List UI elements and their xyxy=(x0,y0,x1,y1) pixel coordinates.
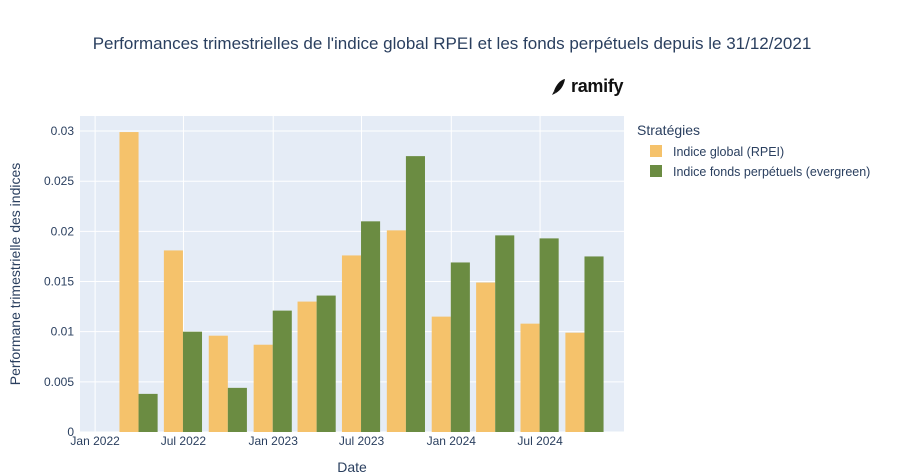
bars xyxy=(119,132,604,433)
bar-rpei xyxy=(520,323,540,432)
x-axis-title: Date xyxy=(337,459,367,475)
y-tick-label: 0.015 xyxy=(44,275,74,289)
bar-rpei xyxy=(341,255,362,432)
legend-label-rpei: Indice global (RPEI) xyxy=(673,145,784,159)
bar-evergreen xyxy=(227,387,247,432)
bar-evergreen xyxy=(450,262,470,432)
x-tick-label: Jul 2022 xyxy=(161,434,207,448)
bar-evergreen xyxy=(584,256,604,432)
y-axis-title: Performane trimestrielle des indices xyxy=(7,163,23,386)
bar-rpei xyxy=(253,344,273,432)
x-tick-labels: Jan 2022 Jul 2022 Jan 2023 Jul 2023 Jan 2024… xyxy=(70,434,563,448)
legend-label-evergreen: Indice fonds perpétuels (evergreen) xyxy=(673,165,870,179)
bar-rpei xyxy=(476,282,496,432)
bar-rpei xyxy=(163,250,183,432)
legend-swatch-rpei xyxy=(650,145,662,157)
bar-evergreen xyxy=(361,221,381,432)
bar-evergreen xyxy=(405,156,425,432)
bar-rpei xyxy=(431,316,451,432)
legend-swatch-evergreen xyxy=(650,165,662,177)
ramify-logo: ramify xyxy=(551,76,624,97)
bar-evergreen xyxy=(182,331,203,432)
x-tick-label: Jan 2023 xyxy=(249,434,299,448)
y-tick-label: 0.01 xyxy=(51,325,75,339)
bar-rpei xyxy=(297,301,317,432)
legend-title: Stratégies xyxy=(637,122,700,138)
x-tick-label: Jan 2022 xyxy=(70,434,120,448)
bar-evergreen xyxy=(539,238,559,432)
legend: Stratégies Indice global (RPEI) Indice f… xyxy=(637,122,870,179)
bar-rpei xyxy=(208,335,228,432)
y-tick-label: 0.005 xyxy=(44,375,74,389)
y-tick-label: 0.025 xyxy=(44,174,74,188)
chart-title: Performances trimestrielles de l'indice … xyxy=(92,34,812,53)
bar-rpei xyxy=(565,332,585,432)
y-tick-label: 0.03 xyxy=(51,124,75,138)
bar-rpei xyxy=(119,132,139,433)
bar-evergreen xyxy=(138,393,158,432)
logo-text: ramify xyxy=(571,76,624,96)
x-tick-label: Jul 2023 xyxy=(339,434,385,448)
x-tick-label: Jul 2024 xyxy=(517,434,563,448)
bar-rpei xyxy=(386,230,406,432)
bar-evergreen xyxy=(316,295,336,432)
y-tick-labels: 0 0.005 0.01 0.015 0.02 0.025 0.03 xyxy=(44,124,74,439)
bar-evergreen xyxy=(272,310,292,432)
bar-evergreen xyxy=(495,235,515,432)
rocket-icon xyxy=(552,78,565,95)
x-tick-label: Jan 2024 xyxy=(427,434,477,448)
y-tick-label: 0 xyxy=(67,425,74,439)
y-tick-label: 0.02 xyxy=(51,224,75,238)
